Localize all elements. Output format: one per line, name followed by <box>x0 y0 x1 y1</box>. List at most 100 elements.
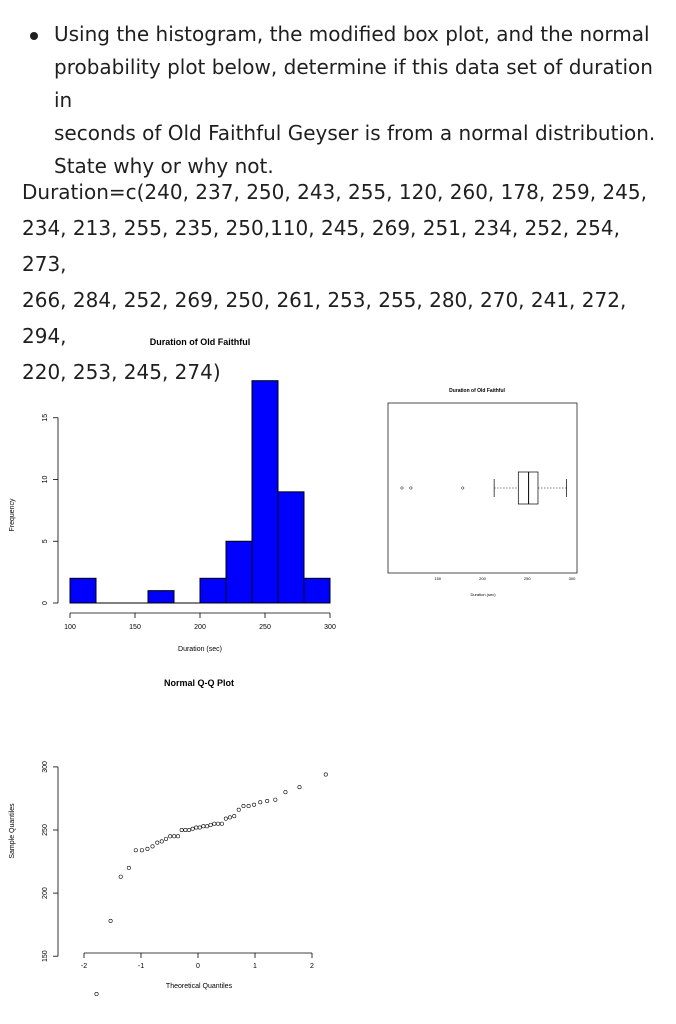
qq-plot-chart: Normal Q-Q Plot Theoretical Quantiles Sa… <box>9 678 328 997</box>
qq-y-tick-label: 250 <box>42 824 49 836</box>
qq-point <box>246 804 251 809</box>
boxplot-outlier <box>400 486 404 490</box>
qq-points <box>94 772 328 997</box>
qq-ylabel: Sample Quantiles <box>9 803 16 859</box>
qq-point <box>133 848 138 853</box>
qq-point <box>232 814 237 819</box>
qq-point <box>219 821 224 826</box>
bullet-dot-icon <box>30 32 38 40</box>
histogram-bars <box>69 380 331 604</box>
qq-point <box>159 839 164 844</box>
question-bullet: Using the histogram, the modified box pl… <box>22 18 662 183</box>
qq-x-tick-label: -2 <box>81 963 87 970</box>
qq-point <box>175 834 180 839</box>
qq-point <box>94 992 99 997</box>
question-text: Using the histogram, the modified box pl… <box>54 18 662 183</box>
question-line: Using the histogram, the modified box pl… <box>54 22 650 46</box>
question-line: State why or why not. <box>54 154 274 178</box>
histogram-bar <box>69 577 97 604</box>
boxplot-marks: 150 200 250 300 <box>400 471 576 581</box>
qq-title: Normal Q-Q Plot <box>164 678 234 688</box>
qq-point <box>172 834 177 839</box>
histogram-x-tick-label: 100 <box>64 624 76 631</box>
dataset-line: Duration=c(240, 237, 250, 243, 255, 120,… <box>22 180 647 204</box>
boxplot-title: Duration of Old Faithful <box>449 388 505 394</box>
qq-point <box>190 826 195 831</box>
histogram-x-tick-label: 200 <box>194 624 206 631</box>
qq-xlabel: Theoretical Quantiles <box>166 983 233 990</box>
histogram-y-tick-label: 10 <box>42 476 49 484</box>
qq-point <box>187 828 192 833</box>
question-line: probability plot below, determine if thi… <box>54 55 653 112</box>
boxplot-outlier <box>409 486 413 490</box>
qq-x-tick-label: 2 <box>310 963 314 970</box>
boxplot-chart: Duration of Old Faithful Duration (sec) … <box>387 388 578 597</box>
qq-point <box>227 815 232 820</box>
dataset-text: Duration=c(240, 237, 250, 243, 255, 120,… <box>22 174 662 390</box>
qq-point <box>252 802 257 807</box>
histogram-x-tick-label: 300 <box>324 624 336 631</box>
histogram-bar <box>277 491 305 604</box>
qq-point <box>126 865 131 870</box>
boxplot-frame <box>387 402 578 574</box>
histogram-y-tick-label: 5 <box>42 539 49 543</box>
qq-point <box>168 834 173 839</box>
qq-point <box>201 824 206 829</box>
qq-point <box>108 918 113 923</box>
qq-axes: -2 -1 0 1 2 150 200 250 300 <box>42 761 314 970</box>
histogram-y-tick-label: 0 <box>42 601 49 605</box>
qq-point <box>216 821 221 826</box>
boxplot-x-tick-label: 200 <box>479 576 486 581</box>
histogram-chart: Duration of Old Faithful Duration (sec) … <box>9 337 336 653</box>
qq-y-tick-label: 150 <box>42 950 49 962</box>
qq-y-tick-label: 300 <box>42 761 49 773</box>
qq-y-tick-label: 200 <box>42 887 49 899</box>
dataset-line: 234, 213, 255, 235, 250,110, 245, 269, 2… <box>22 216 620 276</box>
qq-point <box>204 824 209 829</box>
qq-point <box>265 798 270 803</box>
qq-x-tick-label: 1 <box>253 963 257 970</box>
qq-point <box>118 874 123 879</box>
qq-point <box>236 807 241 812</box>
histogram-bar <box>199 577 227 604</box>
qq-point <box>150 844 155 849</box>
histogram-y-tick-label: 15 <box>42 414 49 422</box>
boxplot-x-tick-label: 250 <box>524 576 531 581</box>
boxplot-outlier <box>461 486 465 490</box>
histogram-xlabel: Duration (sec) <box>178 646 222 653</box>
qq-point <box>208 822 213 827</box>
histogram-bar <box>225 540 253 604</box>
qq-point <box>197 825 202 830</box>
histogram-ylabel: Frequency <box>9 498 16 532</box>
qq-point <box>164 836 169 841</box>
question-block: Using the histogram, the modified box pl… <box>22 18 662 183</box>
qq-point <box>241 804 246 809</box>
dataset-line: 266, 284, 252, 269, 250, 261, 253, 255, … <box>22 288 627 348</box>
qq-point <box>183 828 188 833</box>
histogram-bar <box>303 577 331 604</box>
histogram-bar <box>251 380 279 604</box>
histogram-title: Duration of Old Faithful <box>150 337 251 347</box>
histogram-axes: 100 150 200 250 300 0 5 10 15 <box>42 414 336 631</box>
qq-point <box>145 846 150 851</box>
qq-point <box>258 800 263 805</box>
qq-point <box>212 821 217 826</box>
dataset-line: 220, 253, 245, 274) <box>22 360 221 384</box>
qq-point <box>179 828 184 833</box>
qq-point <box>283 790 288 795</box>
qq-point <box>273 797 278 802</box>
qq-x-tick-label: -1 <box>138 963 144 970</box>
qq-point <box>223 816 228 821</box>
qq-point <box>155 840 160 845</box>
boxplot-x-tick-label: 300 <box>569 576 576 581</box>
qq-x-tick-label: 0 <box>196 963 200 970</box>
boxplot-x-tick-label: 150 <box>434 576 441 581</box>
question-line: seconds of Old Faithful Geyser is from a… <box>54 121 656 145</box>
qq-point <box>139 848 144 853</box>
qq-point <box>297 785 302 790</box>
boxplot-xlabel: Duration (sec) <box>470 592 496 597</box>
qq-point <box>323 772 328 777</box>
qq-point <box>194 825 199 830</box>
histogram-bar <box>147 590 175 604</box>
histogram-x-tick-label: 150 <box>129 624 141 631</box>
